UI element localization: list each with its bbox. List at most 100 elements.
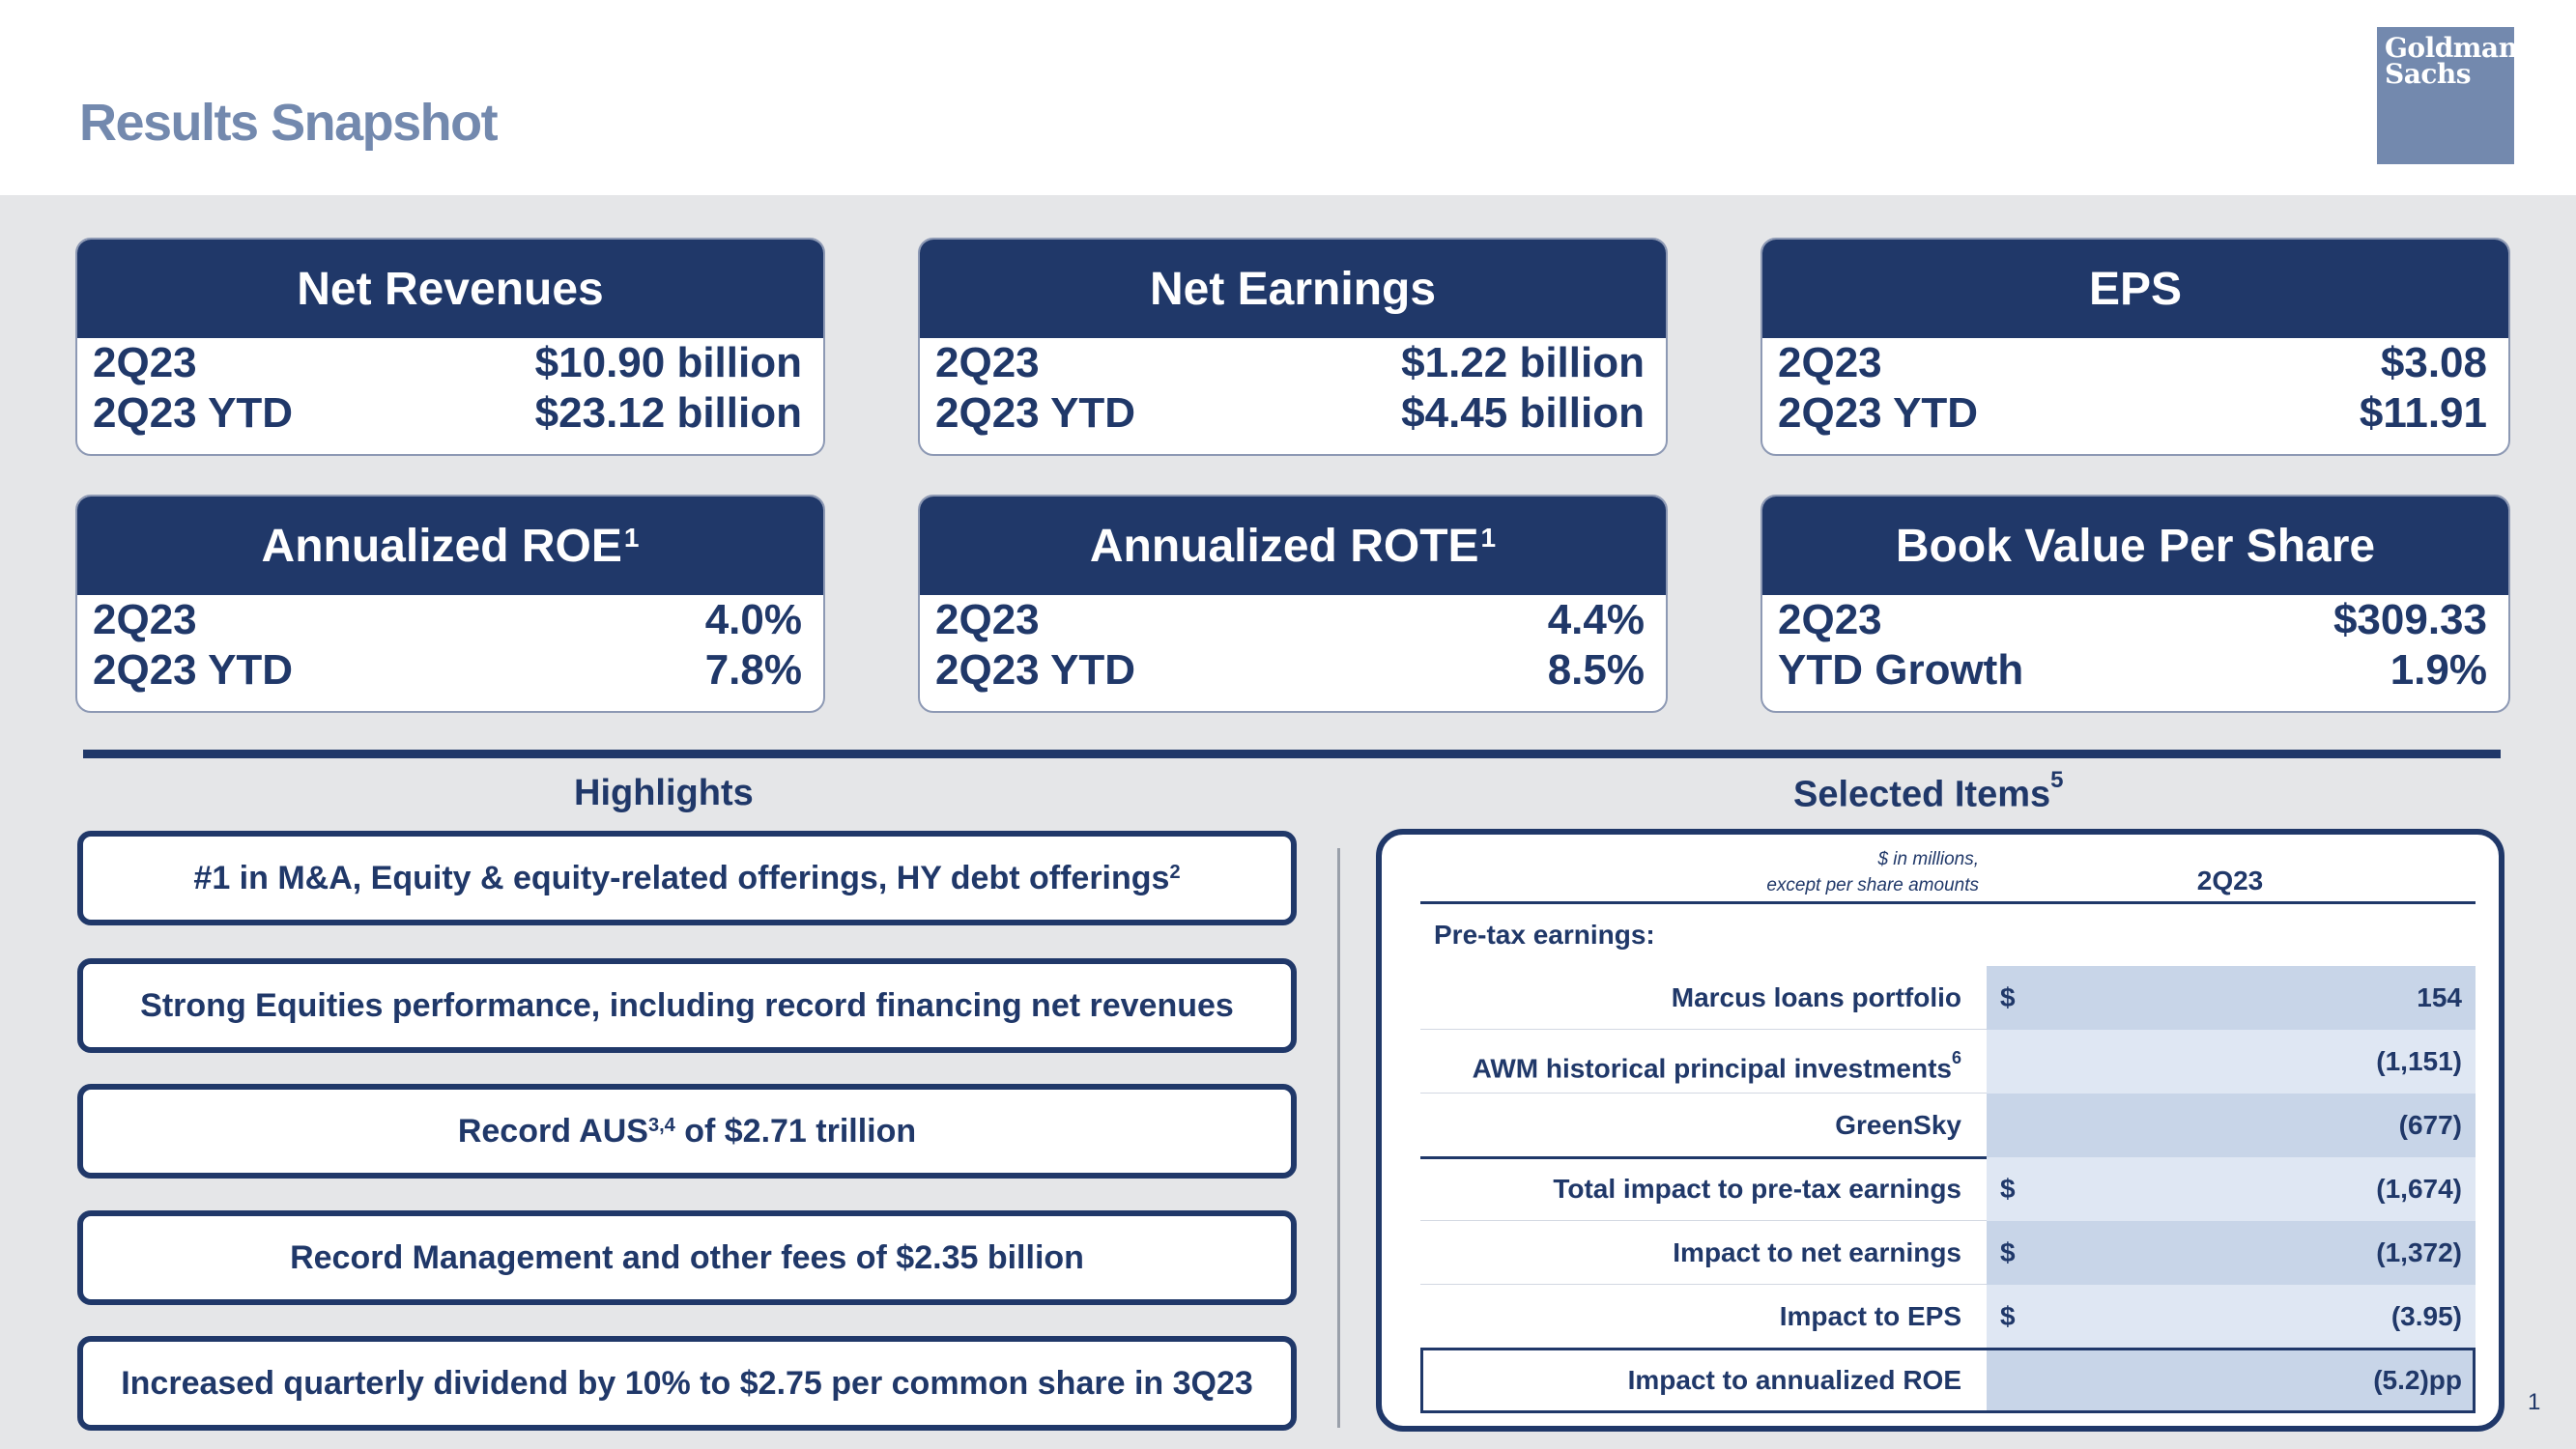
card-row: 2Q23 YTD $23.12 billion	[77, 388, 823, 439]
row-label: 2Q23	[93, 596, 197, 643]
header: Results Snapshot Goldman Sachs	[0, 0, 2576, 195]
highlight-text: Record Management and other fees of $2.3…	[290, 1238, 1084, 1276]
row-value: (5.2)pp	[2373, 1365, 2462, 1395]
card-row: 2Q23 YTD 7.8%	[77, 645, 823, 696]
table-row-highlighted: Impact to annualized ROE (5.2)pp	[1420, 1349, 2476, 1412]
header-rule	[1420, 901, 2476, 904]
card-title-text: Net Revenues	[297, 263, 604, 315]
row-label: Impact to EPS	[1420, 1285, 1975, 1349]
row-value: $11.91	[2359, 389, 2487, 437]
value-cell: $ (1,372)	[1987, 1221, 2476, 1285]
logo-line-2: Sachs	[2385, 58, 2472, 90]
highlight-text: Strong Equities performance, including r…	[140, 986, 1234, 1024]
column-header: 2Q23	[2196, 866, 2264, 895]
row-label-text: Impact to annualized ROE	[1627, 1365, 1961, 1395]
highlight-text-continued: of $2.71 trillion	[674, 1112, 917, 1150]
table-row: Impact to EPS $ (3.95)	[1420, 1285, 2476, 1349]
row-label: 2Q23	[935, 596, 1040, 643]
row-label: AWM historical principal investments6	[1420, 1030, 1975, 1094]
table-row: GreenSky (677)	[1420, 1094, 2476, 1157]
footnote-marker: 6	[1951, 1048, 1961, 1067]
row-label-text: AWM historical principal investments	[1472, 1053, 1952, 1084]
card-title-text: Annualized ROTE	[1089, 520, 1479, 572]
row-label: Marcus loans portfolio	[1420, 966, 1975, 1030]
table-row: Total impact to pre-tax earnings $ (1,674…	[1420, 1157, 2476, 1221]
row-label: 2Q23	[1778, 596, 1882, 643]
table-row: Impact to net earnings $ (1,372)	[1420, 1221, 2476, 1285]
row-label: 2Q23 YTD	[935, 646, 1136, 694]
highlight-text: Increased quarterly dividend by 10% to $…	[121, 1364, 1253, 1402]
row-label-text: Impact to EPS	[1779, 1301, 1961, 1331]
value-cell: (1,151)	[1987, 1030, 2476, 1094]
value-cell: $ (3.95)	[1987, 1285, 2476, 1349]
row-value: $1.22 billion	[1401, 339, 1645, 386]
row-label: GreenSky	[1420, 1094, 1975, 1157]
row-label: 2Q23	[935, 339, 1040, 386]
card-row: 2Q23 $309.33	[1762, 595, 2508, 645]
dollar-sign: $	[2000, 1237, 2016, 1267]
card-row: 2Q23 4.4%	[920, 595, 1666, 645]
row-value: 4.0%	[704, 596, 802, 643]
highlight-item: Record AUS 3,4 of $2.71 trillion	[77, 1084, 1297, 1179]
row-separator	[1420, 1029, 1987, 1030]
roe-row-outline	[1420, 1348, 2476, 1413]
card-eps: EPS 2Q23 $3.08 2Q23 YTD $11.91	[1760, 238, 2510, 456]
row-value: 8.5%	[1547, 646, 1645, 694]
card-title: Net Earnings	[920, 240, 1666, 338]
card-title: Book Value Per Share	[1762, 497, 2508, 595]
card-title: Annualized ROTE 1	[920, 497, 1666, 595]
card-annualized-rote: Annualized ROTE 1 2Q23 4.4% 2Q23 YTD 8.5%	[918, 495, 1668, 713]
dollar-sign: $	[2000, 982, 2016, 1012]
row-value: 7.8%	[704, 646, 802, 694]
card-title-text: Net Earnings	[1149, 263, 1437, 315]
footnote-marker: 1	[623, 523, 640, 553]
value-cell: $154	[1987, 966, 2476, 1030]
row-value: $4.45 billion	[1401, 389, 1645, 437]
row-value: $309.33	[2333, 596, 2487, 643]
total-rule	[1420, 1156, 1987, 1159]
card-row: 2Q23 $3.08	[1762, 338, 2508, 388]
row-value: (1,372)	[2376, 1237, 2462, 1267]
card-title-text: Annualized ROE	[261, 520, 622, 572]
highlight-text: Record AUS	[457, 1112, 648, 1150]
card-title-text: EPS	[2088, 263, 2183, 315]
units-note-line-2: except per share amounts	[1766, 875, 1979, 895]
selected-items-title-text: Selected Items	[1793, 774, 2051, 815]
card-net-revenues: Net Revenues 2Q23 $10.90 billion 2Q23 YTD…	[75, 238, 825, 456]
row-label-text: Total impact to pre-tax earnings	[1553, 1174, 1961, 1204]
footnote-marker: 1	[1480, 523, 1497, 553]
row-value: $3.08	[2380, 339, 2487, 386]
row-label: YTD Growth	[1778, 646, 2024, 694]
highlight-item: Record Management and other fees of $2.3…	[77, 1210, 1297, 1305]
card-title: Annualized ROE 1	[77, 497, 823, 595]
row-label: 2Q23 YTD	[93, 646, 294, 694]
row-value: $23.12 billion	[534, 389, 802, 437]
footnote-marker: 5	[2050, 767, 2064, 793]
logo-line-1: Goldman	[2385, 32, 2518, 64]
row-label: 2Q23	[1778, 339, 1882, 386]
highlight-item: Increased quarterly dividend by 10% to $…	[77, 1336, 1297, 1431]
footnote-marker: 2	[1169, 861, 1181, 883]
column-separator	[1337, 848, 1340, 1428]
row-value: $10.90 billion	[534, 339, 802, 386]
row-value: (3.95)	[2390, 1301, 2462, 1331]
card-net-earnings: Net Earnings 2Q23 $1.22 billion 2Q23 YTD $…	[918, 238, 1668, 456]
highlight-text: #1 in M&A, Equity & equity-related offer…	[193, 859, 1170, 896]
page-title: Results Snapshot	[79, 94, 499, 152]
card-row: 2Q23 YTD 8.5%	[920, 645, 1666, 696]
card-row: 2Q23 YTD $4.45 billion	[920, 388, 1666, 439]
card-title: EPS	[1762, 240, 2508, 338]
row-value: 154	[2417, 982, 2462, 1012]
value-cell: (677)	[1987, 1094, 2476, 1157]
card-row: 2Q23 $1.22 billion	[920, 338, 1666, 388]
row-label-text: Impact to net earnings	[1673, 1237, 1961, 1267]
highlight-item: Strong Equities performance, including r…	[77, 958, 1297, 1053]
row-separator	[1420, 1284, 1987, 1285]
row-label: Impact to net earnings	[1420, 1221, 1975, 1285]
units-note-line-1: $ in millions,	[1877, 849, 1979, 869]
card-title-text: Book Value Per Share	[1895, 520, 2376, 572]
card-title: Net Revenues	[77, 240, 823, 338]
highlights-title: Highlights	[574, 773, 754, 813]
section-divider	[83, 750, 2501, 758]
table-row: AWM historical principal investments6 (1…	[1420, 1030, 2476, 1094]
